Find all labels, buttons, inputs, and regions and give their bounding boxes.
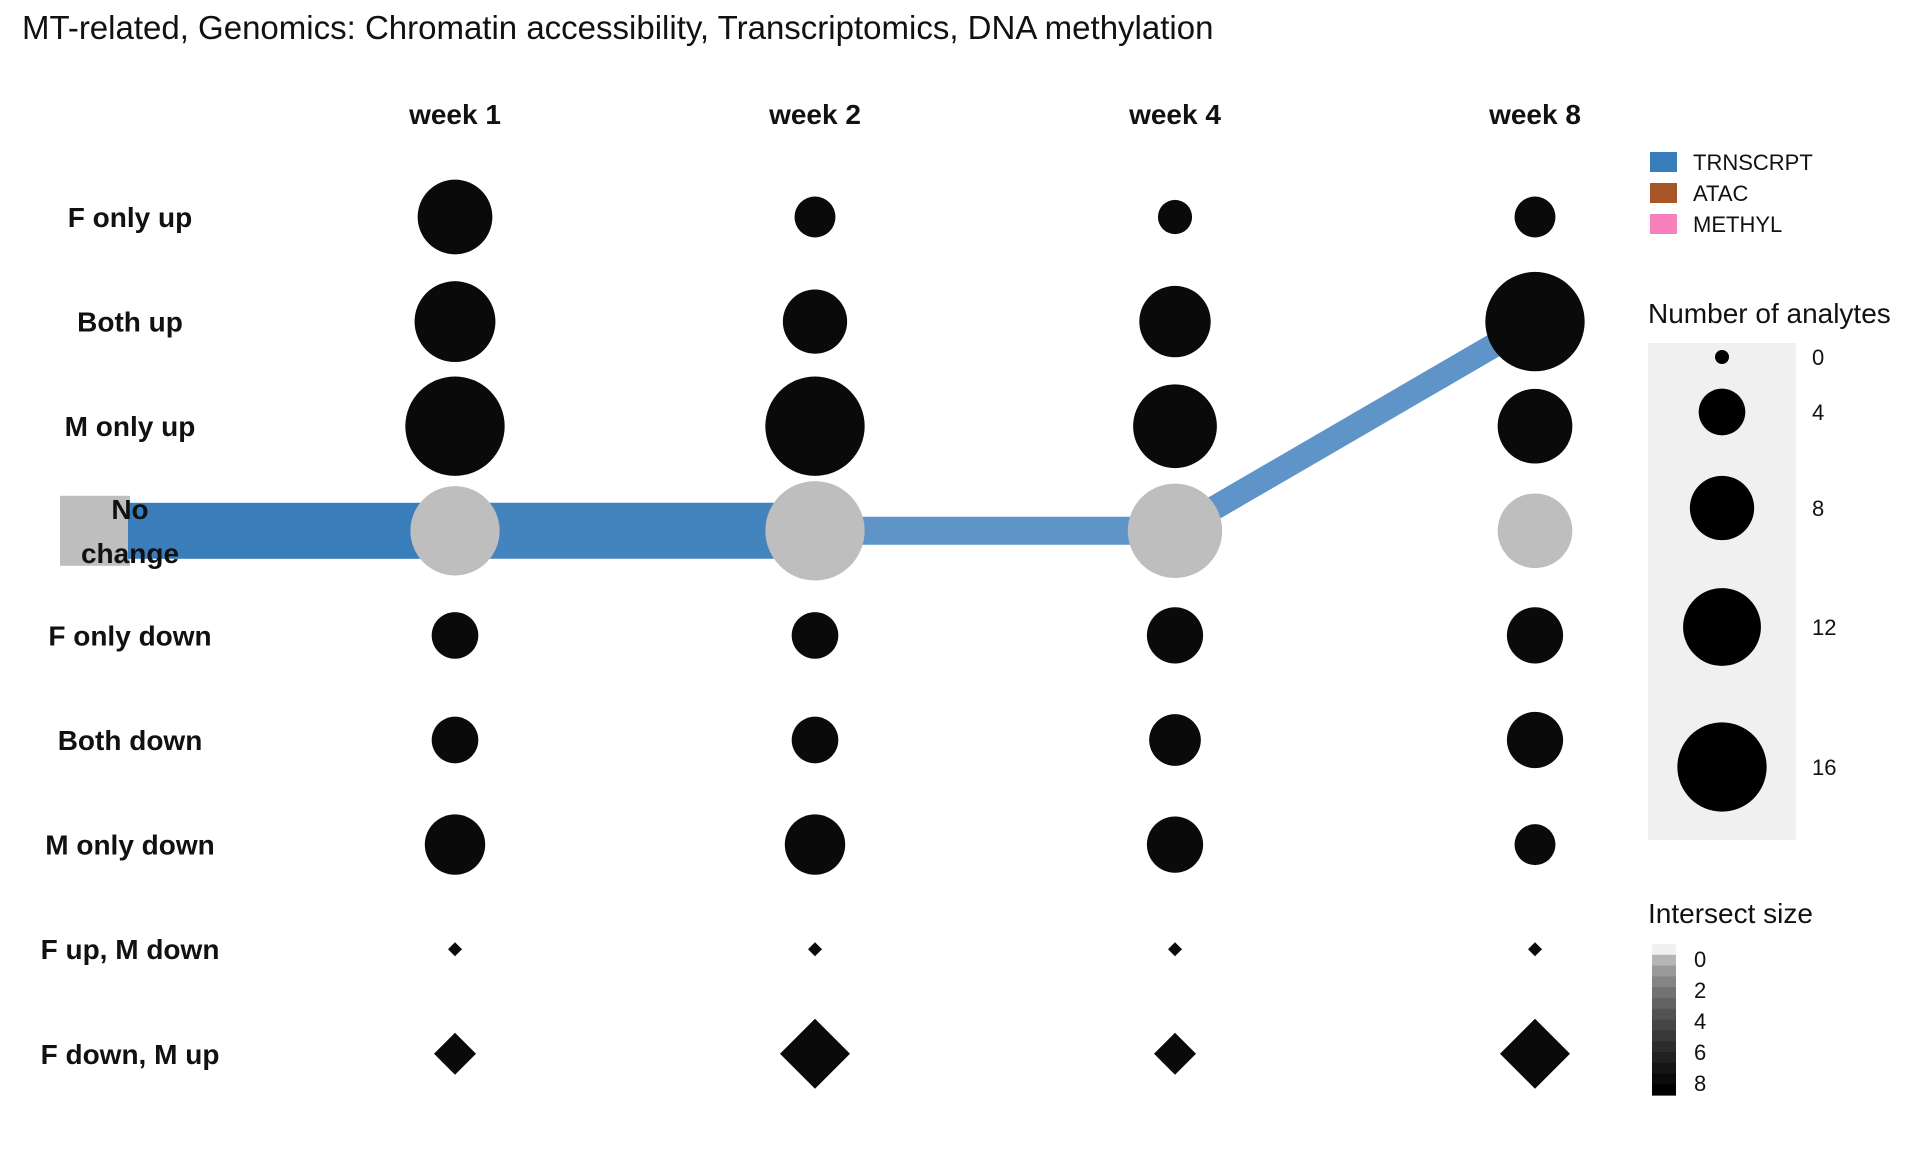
dot-f-up-m-down-week-1 (448, 942, 462, 957)
intersect-legend-label-4: 4 (1694, 1009, 1706, 1034)
dot-m-only-down-week-2 (784, 814, 846, 875)
column-label-week-4: week 4 (1128, 99, 1221, 130)
dot-m-only-down-week-4 (1146, 816, 1204, 873)
column-label-week-8: week 8 (1488, 99, 1581, 130)
dot-no-change-week-2 (765, 481, 865, 581)
size-legend-dot-0 (1715, 350, 1729, 364)
dot-both-up-week-2 (782, 289, 848, 354)
no-change-stub (60, 495, 130, 566)
intersect-legend-label-8: 8 (1694, 1071, 1706, 1096)
intersect-legend-bar-segment (1652, 1073, 1676, 1085)
intersect-legend-bar-segment (1652, 1052, 1676, 1064)
legend-label-atac: ATAC (1693, 181, 1749, 206)
legend-swatch-atac (1650, 183, 1677, 203)
dot-m-only-down-week-8 (1514, 824, 1556, 866)
row-label-m-only-down: M only down (45, 830, 215, 861)
intersect-legend-bar-segment (1652, 965, 1676, 977)
dot-f-only-down-week-8 (1506, 607, 1564, 664)
flow-layer (60, 307, 1535, 566)
dot-layer (405, 179, 1585, 1089)
size-legend-label-16: 16 (1812, 755, 1836, 780)
row-label-f-down-m-up: F down, M up (41, 1039, 220, 1070)
intersect-legend-bar-segment (1652, 987, 1676, 999)
dot-f-up-m-down-week-8 (1528, 942, 1542, 957)
dot-f-only-up-week-8 (1514, 196, 1556, 238)
size-legend-dot-8 (1689, 475, 1755, 541)
dot-both-down-week-1 (431, 716, 479, 764)
row-label-m-only-up: M only up (65, 411, 196, 442)
size-legend-label-4: 4 (1812, 400, 1824, 425)
dot-no-change-week-4 (1127, 483, 1223, 579)
dot-m-only-up-week-2 (765, 376, 865, 476)
dot-f-only-down-week-2 (791, 612, 839, 659)
legend-label-trnscrpt: TRNSCRPT (1693, 150, 1813, 175)
dot-both-down-week-8 (1506, 711, 1564, 769)
dot-f-only-down-week-4 (1146, 607, 1204, 664)
dot-both-up-week-8 (1485, 271, 1585, 372)
dot-f-down-m-up-week-2 (780, 1018, 850, 1089)
dot-f-only-down-week-1 (431, 612, 479, 659)
size-legend-label-8: 8 (1812, 496, 1824, 521)
row-label-f-up-m-down: F up, M down (41, 934, 220, 965)
row-label-both-up: Both up (77, 307, 183, 338)
dot-f-only-up-week-1 (417, 179, 493, 255)
column-labels: week 1 week 2 week 4 week 8 (408, 99, 1581, 130)
intersect-legend-title: Intersect size (1648, 898, 1813, 929)
flow-trnscrpt-2 (815, 516, 1175, 545)
size-legend-label-0: 0 (1812, 345, 1824, 370)
dot-m-only-up-week-1 (405, 376, 505, 476)
row-label-f-only-up: F only up (68, 202, 192, 233)
flow-trnscrpt-1 (455, 502, 815, 559)
row-label-both-down: Both down (58, 725, 203, 756)
intersect-legend-bar-segment (1652, 1008, 1676, 1020)
dot-both-up-week-4 (1139, 285, 1211, 358)
size-legend-label-12: 12 (1812, 615, 1836, 640)
dot-f-down-m-up-week-1 (434, 1032, 476, 1075)
flow-entry-trnscrpt (128, 502, 455, 559)
dot-f-up-m-down-week-2 (808, 942, 822, 957)
dot-m-only-up-week-8 (1497, 388, 1573, 464)
legend-swatch-trnscrpt (1650, 152, 1677, 172)
intersect-legend-bar-segment (1652, 1019, 1676, 1031)
legend: TRNSCRPT ATAC METHYL Number of analytes 0 4 8 1… (1648, 150, 1891, 1096)
size-legend-dot-16 (1677, 722, 1767, 812)
size-legend-dot-12 (1683, 588, 1761, 666)
intersect-legend-label-0: 0 (1694, 947, 1706, 972)
row-labels: F only up Both up M only up No change F only … (41, 202, 220, 1070)
size-legend-title: Number of analytes (1648, 298, 1891, 329)
dot-f-down-m-up-week-4 (1154, 1032, 1196, 1075)
intersect-legend-bar-segment (1652, 976, 1676, 988)
intersect-legend-bar-segment (1652, 1084, 1676, 1096)
dot-both-down-week-4 (1149, 714, 1201, 766)
intersect-legend-bar-segment (1652, 1030, 1676, 1042)
intersect-legend-bar-segment (1652, 944, 1676, 956)
dot-m-only-up-week-4 (1133, 384, 1217, 469)
intersect-legend-bar-segment (1652, 998, 1676, 1010)
dot-m-only-down-week-1 (424, 814, 486, 875)
dot-no-change-week-1 (410, 486, 500, 576)
dot-both-down-week-2 (791, 716, 839, 764)
chart-title: MT-related, Genomics: Chromatin accessib… (22, 9, 1213, 46)
dot-f-only-up-week-4 (1157, 199, 1193, 235)
column-label-week-1: week 1 (408, 99, 501, 130)
dot-f-down-m-up-week-8 (1500, 1018, 1570, 1089)
intersect-legend-label-2: 2 (1694, 978, 1706, 1003)
intersect-legend-bar-segment (1652, 1062, 1676, 1074)
dot-no-change-week-8 (1497, 493, 1573, 569)
dot-both-up-week-1 (414, 281, 496, 363)
dot-f-up-m-down-week-4 (1168, 942, 1182, 957)
dot-f-only-up-week-2 (794, 196, 836, 238)
legend-label-methyl: METHYL (1693, 212, 1782, 237)
intersect-legend-bar-segment (1652, 1041, 1676, 1053)
flow-trnscrpt-3 (1175, 307, 1535, 545)
intersect-legend-bar-segment (1652, 954, 1676, 966)
column-label-week-2: week 2 (768, 99, 861, 130)
size-legend-dot-4 (1698, 388, 1746, 436)
intersect-legend-label-6: 6 (1694, 1040, 1706, 1065)
legend-swatch-methyl (1650, 214, 1677, 234)
row-label-no-change: No change (81, 494, 179, 569)
row-label-f-only-down: F only down (48, 620, 211, 651)
